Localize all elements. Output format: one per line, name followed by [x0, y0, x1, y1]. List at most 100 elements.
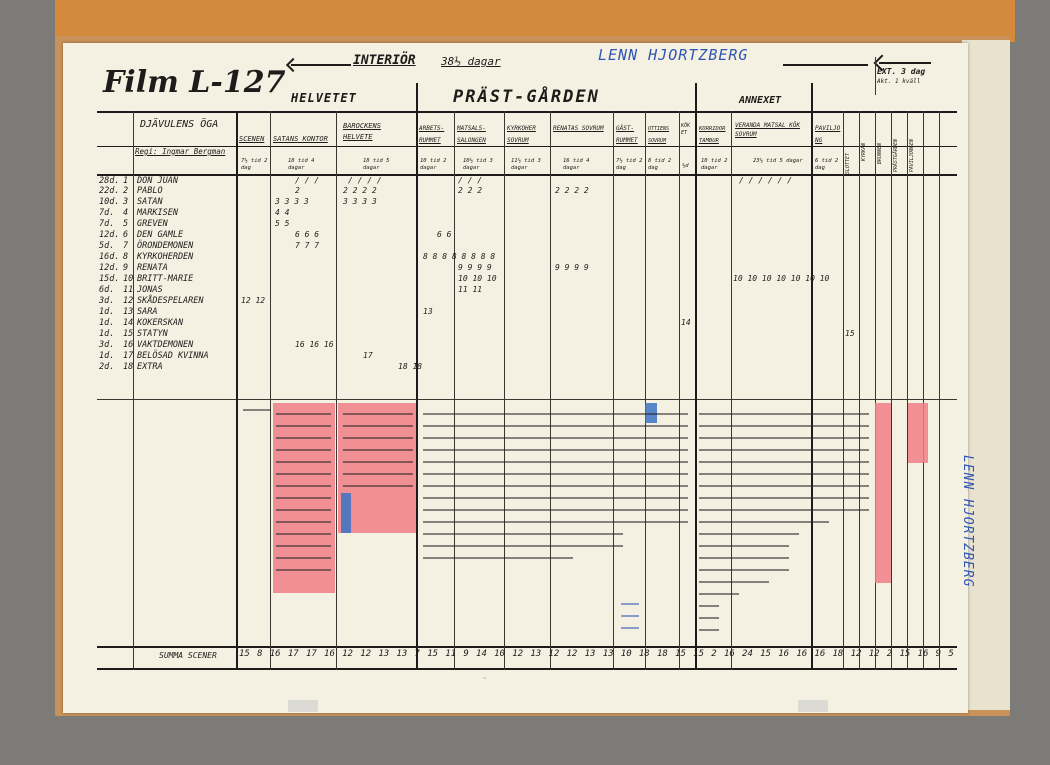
cast-days: 7d.: [99, 219, 115, 229]
summa-value: 16: [778, 649, 790, 659]
grid-mark: / / / /: [348, 176, 382, 185]
summa-value: 2: [886, 649, 893, 659]
rule-summa-bottom: [97, 668, 957, 670]
section-annexet: ANNEXET: [739, 95, 782, 106]
col-line: [550, 111, 551, 670]
tape-clip: [288, 700, 318, 712]
ink-smudge: ~: [483, 676, 487, 682]
cast-days: 12d.: [99, 263, 120, 273]
col-header-brunnen: BRUNNEN: [877, 143, 883, 165]
scribble: [276, 413, 331, 415]
grid-mark: 13: [423, 307, 433, 316]
rule-headers: [97, 146, 957, 147]
cast-no: 3: [123, 197, 129, 207]
scribble: [276, 425, 331, 427]
grid-mark: 2 2 2 2: [343, 186, 377, 195]
interior-days: 38½ dagar: [441, 55, 501, 68]
col-line: [679, 111, 680, 670]
scribble: [423, 437, 688, 439]
grid-mark: 15: [845, 329, 855, 338]
cast-name: VAKTDEMONEN: [137, 340, 194, 350]
scribble: [343, 425, 413, 427]
scribble: [423, 545, 623, 547]
duration: 11½ tid 3 dagar: [511, 158, 541, 171]
ext-sub: Akt. 1 kväll: [877, 78, 921, 85]
cast-days: 7d.: [99, 208, 115, 218]
col-line: [645, 111, 646, 670]
summa-value: 2: [711, 649, 717, 659]
summa-value: 12: [342, 649, 353, 659]
scribble: [276, 521, 331, 523]
duration: 10½ tid 3 dagar: [463, 158, 493, 171]
arrow-line-right: [783, 64, 868, 66]
folder-top-edge: [55, 0, 1015, 42]
col-line: [891, 111, 892, 670]
scribble: [699, 413, 869, 415]
cast-days: 28d.: [99, 176, 120, 186]
cast-no: 14: [123, 318, 134, 328]
cast-no: 7: [123, 241, 129, 251]
col-header-paviljongen: PAVILJONGEN: [909, 139, 915, 173]
grid-mark: 3 3 3 3: [343, 197, 377, 206]
scribble: [699, 473, 869, 475]
scribble: [276, 509, 331, 511]
summa-value: 5: [948, 649, 954, 659]
scribble: [699, 605, 719, 607]
duration: 7½ tid 2 dag: [616, 158, 643, 171]
cast-days: 1d.: [99, 318, 115, 328]
scribble: [621, 627, 639, 629]
grid-mark: 3 3 3 3: [275, 197, 309, 206]
cast-no: 6: [123, 230, 129, 240]
cast-no: 13: [123, 307, 134, 317]
scribble: [343, 449, 413, 451]
cast-name: SKÅDESPELAREN: [137, 296, 204, 306]
duration: 10 tid 2 dagar: [420, 158, 447, 171]
cast-days: 2d.: [99, 362, 115, 372]
scribble: [699, 425, 869, 427]
col-line: [236, 111, 238, 670]
duration: 16 tid 4 dagar: [563, 158, 590, 171]
summa-value: 12: [548, 649, 560, 659]
summa-value: 15: [239, 649, 250, 659]
summa-value: 16: [917, 649, 929, 659]
section-prastgarden: PRÄST-GÅRDEN: [453, 87, 600, 107]
cast-name: JONAS: [137, 285, 163, 295]
pink-highlight: [908, 403, 928, 463]
col-line: [504, 111, 505, 670]
summa-value: 18: [638, 649, 650, 659]
summa-value: 16: [269, 649, 281, 659]
top-name-stamp: LENN HJORTZBERG: [598, 46, 749, 64]
summa-value: 18: [656, 649, 668, 659]
scribble: [699, 545, 789, 547]
grid-mark: 16 16 16: [295, 340, 334, 349]
cast-name: DEN GAMLE: [137, 230, 184, 240]
scribble: [243, 409, 271, 411]
grid-mark: / / /: [458, 176, 483, 185]
cast-no: 1: [123, 176, 129, 186]
col-line: [133, 111, 134, 670]
rule-top: [97, 111, 957, 113]
director-credit: Regi: Ingmar Bergman: [135, 147, 226, 156]
col-line: [416, 83, 418, 670]
scribble: [276, 449, 331, 451]
summa-value: 17: [287, 649, 299, 659]
summa-value: 11: [445, 649, 457, 659]
scribble: [343, 473, 413, 475]
summa-value: 13: [396, 649, 408, 659]
cast-name: PABLO: [137, 186, 163, 196]
grid-mark: 4 4: [275, 208, 290, 217]
cast-name: RENATA: [137, 263, 168, 273]
col-line: [811, 83, 813, 670]
scribble: [276, 485, 331, 487]
cast-no: 11: [123, 285, 134, 295]
scribble: [699, 509, 869, 511]
col-header-korridor: KORRIDOR TAMBUR: [699, 126, 726, 144]
cast-days: 1d.: [99, 351, 115, 361]
cast-name: GREVEN: [137, 219, 168, 229]
summa-value: 15: [675, 649, 686, 659]
section-helvetet: HELVETET: [291, 91, 357, 105]
summa-label: SUMMA SCENER: [159, 651, 217, 660]
scribble: [343, 461, 413, 463]
summa-value: 15: [693, 649, 705, 659]
col-header-slottet: SLOTTET: [845, 153, 851, 175]
